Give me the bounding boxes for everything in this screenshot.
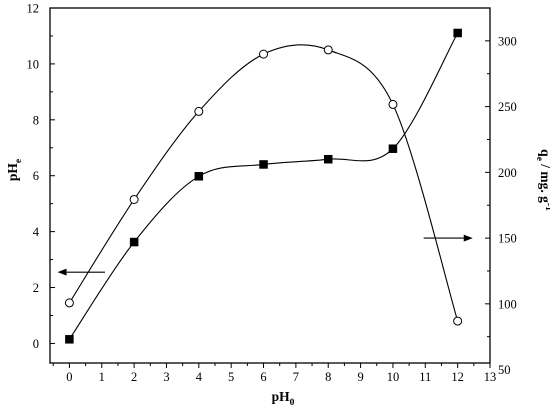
right-y-axis-title-unit-sup: -1	[543, 203, 550, 211]
series-1-point	[388, 99, 398, 109]
left-y-tick-label: 8	[33, 113, 39, 127]
series-2-point	[129, 237, 139, 247]
right-y-tick-label: 250	[498, 100, 517, 114]
x-tick-label: 4	[196, 370, 203, 384]
annotation-arrows	[57, 234, 473, 276]
left-y-tick-label: 2	[33, 281, 39, 295]
x-tick-label: 11	[419, 370, 431, 384]
x-tick-label: 12	[451, 370, 464, 384]
x-tick-label: 8	[325, 370, 331, 384]
x-tick-label: 13	[484, 370, 497, 384]
series-1-point	[453, 316, 463, 326]
series-curves	[68, 32, 459, 340]
right-y-axis-ticks: 50 100 150 200 250 300	[485, 34, 517, 377]
left-y-axis-title-main: pH	[5, 163, 20, 182]
x-tick-label: 9	[357, 370, 363, 384]
right-y-axis-title: qe / mg. g-1	[534, 149, 550, 211]
right-y-axis-title-q: q	[538, 149, 550, 157]
x-tick-label: 2	[131, 370, 137, 384]
left-y-tick-label: 4	[33, 225, 40, 239]
series-2-curve	[68, 32, 459, 340]
right-y-tick-label: 150	[498, 232, 517, 246]
x-axis-ticks: 0 1 2 3 4 5 6 7 8 9 10 11 12 13	[52, 363, 497, 384]
plot-frame	[49, 7, 491, 364]
series-1-point	[259, 49, 269, 59]
series-1-curve	[68, 44, 459, 322]
left-y-axis-title: pHe	[5, 159, 24, 181]
left-y-tick-label: 10	[27, 57, 40, 71]
x-tick-label: 3	[163, 370, 169, 384]
x-axis-title-sub: 0	[290, 398, 295, 408]
left-y-tick-label: 6	[33, 169, 39, 183]
x-tick-label: 6	[260, 370, 266, 384]
right-y-tick-label: 200	[498, 166, 517, 180]
series-2-point	[65, 335, 74, 344]
series-2-point	[453, 28, 462, 38]
arrow-to-right-axis-head	[463, 234, 473, 242]
x-tick-label: 5	[228, 370, 234, 384]
series-2-point	[323, 154, 333, 164]
left-y-axis-ticks: 0 2 4 6 8 10 12	[27, 2, 55, 351]
x-tick-label: 10	[387, 370, 400, 384]
right-y-tick-label: 300	[498, 34, 517, 48]
series-1-point	[323, 45, 333, 55]
right-y-tick-label: 50	[498, 363, 511, 377]
right-y-axis-title-q-sub: e	[534, 157, 544, 161]
x-axis-title: pH0	[272, 389, 295, 408]
arrow-to-left-axis-head	[57, 268, 67, 276]
series-1-point	[64, 298, 74, 308]
right-y-axis-title-unit: / mg. g	[538, 161, 550, 203]
plot-border	[49, 7, 491, 364]
right-y-tick-label: 100	[498, 297, 517, 311]
series-1-point	[194, 106, 204, 116]
series-2-point	[259, 160, 268, 169]
left-y-tick-label: 0	[33, 337, 39, 351]
x-tick-label: 1	[99, 370, 105, 384]
series-markers	[64, 28, 463, 344]
series-2-point	[388, 144, 398, 153]
series-1-point	[129, 194, 139, 204]
left-y-tick-label: 12	[27, 2, 40, 16]
x-tick-label: 0	[66, 370, 72, 384]
x-axis-title-main: pH	[272, 389, 291, 404]
left-y-axis-title-sub: e	[14, 159, 24, 163]
x-tick-label: 7	[293, 370, 299, 384]
series-2-point	[194, 172, 204, 181]
